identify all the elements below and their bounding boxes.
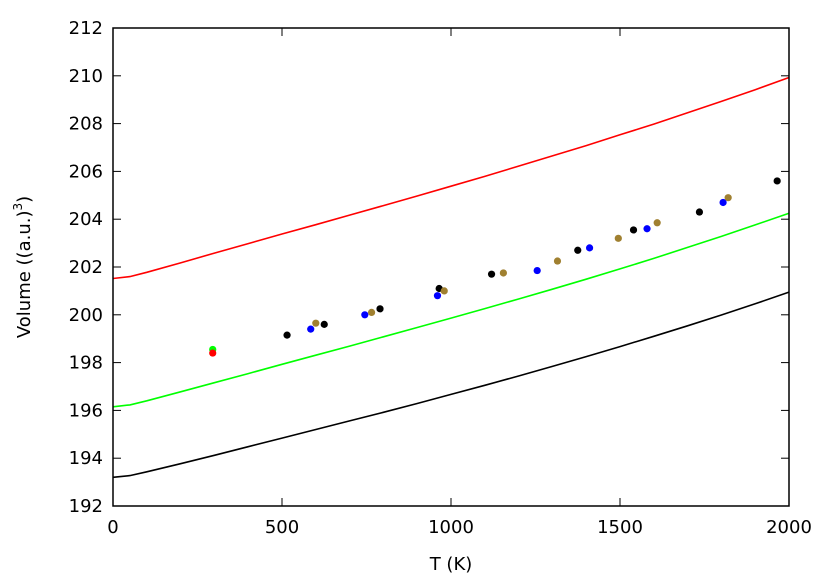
data-point-18 (614, 234, 622, 242)
data-point-4 (312, 319, 320, 327)
y-tick-label-8: 208 (69, 114, 103, 135)
y-tick-label-7: 206 (69, 161, 103, 182)
data-point-13 (499, 269, 507, 277)
data-point-1 (209, 349, 217, 357)
data-point-17 (585, 244, 594, 252)
data-point-7 (367, 308, 376, 317)
y-tick-label-0: 192 (69, 496, 103, 517)
ticks (112, 27, 790, 507)
y-axis-label-tail: ) (14, 196, 35, 203)
data-point-20 (643, 225, 651, 233)
y-axis-label-superscript: 3 (11, 203, 25, 211)
data-point-12 (487, 270, 496, 278)
data-point-16 (574, 246, 582, 254)
data-point-15 (553, 257, 562, 265)
x-axis-label: T (K) (429, 554, 473, 575)
data-point-2 (283, 331, 291, 339)
x-tick-label-1: 500 (265, 517, 299, 538)
y-axis-label-main: Volume ((a.u.) (14, 211, 35, 339)
data-point-5 (320, 320, 328, 328)
x-tick-label-3: 1500 (597, 517, 643, 538)
y-tick-label-6: 204 (69, 209, 103, 230)
data-point-23 (719, 198, 727, 207)
x-tick-labels: 0 500 1000 1500 2000 (107, 517, 812, 538)
y-tick-label-5: 202 (69, 257, 103, 278)
data-point-8 (376, 305, 384, 313)
data-point-21 (653, 219, 661, 227)
y-tick-label-3: 198 (69, 353, 103, 374)
series-lines (112, 76, 790, 479)
x-tick-label-0: 0 (107, 517, 118, 538)
y-tick-label-9: 210 (69, 66, 103, 87)
y-tick-label-4: 200 (69, 305, 103, 326)
plot-frame (112, 27, 790, 507)
data-point-25 (773, 177, 781, 185)
series-line-1 (112, 212, 790, 408)
y-tick-label-2: 196 (69, 400, 103, 421)
data-point-22 (695, 208, 704, 216)
y-tick-label-10: 212 (69, 18, 103, 39)
x-tick-label-2: 1000 (428, 517, 474, 538)
data-point-9 (433, 292, 442, 300)
data-points (209, 177, 781, 357)
data-point-24 (724, 194, 732, 202)
data-point-11 (440, 287, 448, 295)
y-axis-label: Volume ((a.u.)3) (11, 196, 35, 338)
data-point-19 (629, 226, 638, 234)
series-line-2 (112, 291, 790, 479)
data-point-6 (361, 311, 369, 319)
series-line-0 (112, 76, 790, 280)
x-tick-label-4: 2000 (766, 517, 812, 538)
y-tick-labels: 192 194 196 198 200 202 204 206 208 210 212 (69, 18, 103, 517)
data-point-14 (533, 266, 541, 275)
y-tick-label-1: 194 (69, 448, 103, 469)
data-point-3 (307, 325, 315, 333)
